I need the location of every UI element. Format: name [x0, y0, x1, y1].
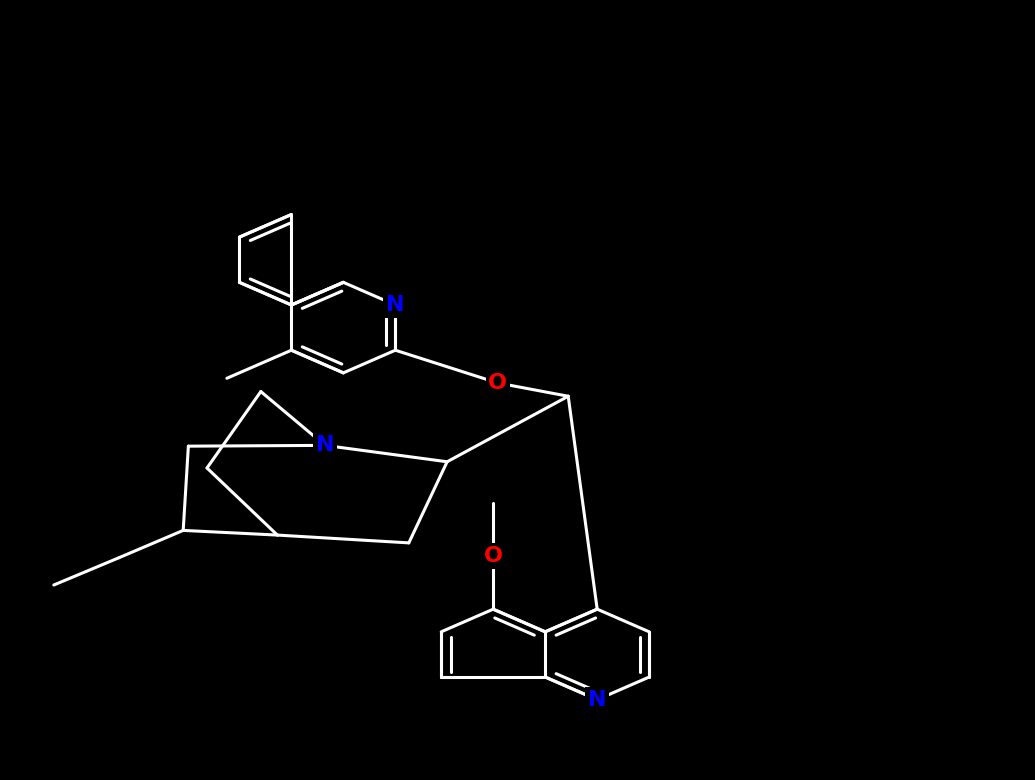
Text: O: O [489, 373, 507, 393]
Text: N: N [386, 295, 405, 315]
Text: O: O [483, 546, 503, 566]
Text: N: N [316, 435, 334, 456]
Text: N: N [588, 690, 607, 710]
